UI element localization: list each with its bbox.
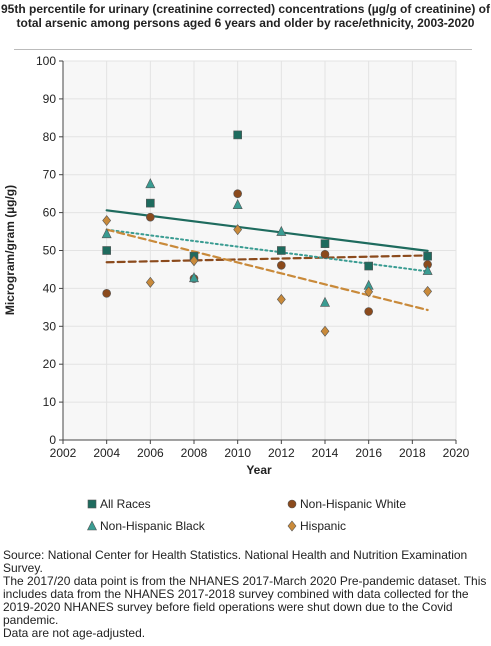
y-tick-label: 100 — [36, 54, 56, 68]
data-point-non-hispanic-black — [276, 225, 287, 236]
y-tick-label: 10 — [43, 395, 57, 409]
trend-lines — [105, 209, 429, 312]
x-tick-label: 2006 — [137, 446, 164, 460]
legend-marker-diamond — [287, 520, 297, 532]
legend-label: Hispanic — [300, 519, 346, 533]
trend-line-non-hispanic-white — [105, 254, 429, 264]
data-point-non-hispanic-white — [102, 289, 111, 298]
legend-label: All Races — [100, 497, 151, 511]
x-tick-label: 2012 — [268, 446, 295, 460]
y-tick-label: 0 — [49, 433, 56, 447]
data-point-hispanic — [364, 286, 374, 298]
legend-marker-triangle — [87, 520, 97, 531]
data-point-hispanic — [233, 224, 243, 236]
data-point-non-hispanic-black — [232, 198, 243, 209]
data-point-all-races — [364, 261, 373, 271]
legend-marker-circle — [287, 499, 297, 509]
x-tick-label: 2018 — [399, 446, 426, 460]
y-tick-label: 40 — [43, 281, 57, 295]
data-point-hispanic — [102, 215, 112, 227]
x-axis-label: Year — [246, 463, 272, 477]
x-tick-label: 2008 — [181, 446, 208, 460]
y-tick-label: 70 — [43, 168, 57, 182]
data-point-non-hispanic-black — [189, 272, 199, 283]
y-tick-label: 50 — [43, 244, 57, 258]
x-tick-label: 2016 — [355, 446, 382, 460]
data-point-all-races — [102, 246, 111, 255]
x-tick-label: 2010 — [224, 446, 251, 460]
x-tick-label: 2014 — [312, 446, 339, 460]
legend-marker-square — [87, 499, 97, 509]
data-point-non-hispanic-black — [101, 228, 112, 239]
data-point-hispanic — [320, 325, 330, 337]
title-divider — [14, 49, 472, 50]
x-tick-labels: 2002 2004 2006 2008 2010 2012 2014 2016 2018 2020 — [50, 446, 470, 460]
data-point-all-races — [423, 251, 432, 261]
data-point-all-races — [277, 246, 286, 255]
y-tick-label: 60 — [43, 206, 57, 220]
trend-line-non-hispanic-black — [105, 228, 429, 273]
data-point-non-hispanic-white — [364, 307, 373, 316]
data-point-non-hispanic-white — [233, 189, 242, 198]
legend: All Races Non-Hispanic White Non-Hispanic … — [87, 497, 406, 533]
x-tick-label: 2002 — [50, 446, 77, 460]
data-point-non-hispanic-white — [320, 249, 330, 259]
legend-label: Non-Hispanic Black — [100, 519, 206, 533]
x-tick-label: 2004 — [93, 446, 120, 460]
data-point-hispanic — [423, 285, 433, 297]
data-point-all-races — [233, 130, 242, 140]
data-point-all-races — [320, 239, 330, 248]
y-tick-label: 30 — [43, 319, 57, 333]
data-point-hispanic — [189, 255, 199, 267]
trend-line-hispanic — [105, 228, 429, 312]
data-point-non-hispanic-black — [320, 296, 330, 307]
y-tick-labels: 0 10 20 30 40 50 60 70 80 90 100 — [36, 54, 56, 447]
y-tick-label: 20 — [43, 357, 57, 371]
data-points — [101, 130, 433, 337]
gridlines — [62, 60, 457, 441]
x-tick-label: 2020 — [443, 446, 470, 460]
data-point-non-hispanic-white — [277, 260, 286, 270]
y-tick-label: 90 — [43, 92, 57, 106]
legend-label: Non-Hispanic White — [300, 497, 406, 511]
data-point-hispanic — [145, 276, 155, 288]
y-axis-label: Microgram/gram (µg/g) — [3, 185, 17, 315]
data-point-non-hispanic-white — [146, 212, 155, 222]
data-point-non-hispanic-black — [145, 178, 156, 189]
source-note: Source: National Center for Health Stati… — [3, 548, 468, 575]
data-point-non-hispanic-black — [422, 264, 433, 275]
data-point-hispanic — [276, 293, 286, 305]
data-point-all-races — [146, 198, 155, 208]
source-notes: Source: National Center for Health Stati… — [3, 549, 489, 640]
trend-line-all-races — [105, 209, 429, 252]
age-adjust-note: Data are not age-adjusted. — [3, 626, 146, 640]
chart-title: 95th percentile for urinary (creatinine … — [0, 2, 490, 30]
axes — [59, 60, 457, 444]
dataset-note: The 2017/20 data point is from the NHANE… — [3, 574, 487, 627]
y-tick-label: 80 — [43, 130, 57, 144]
